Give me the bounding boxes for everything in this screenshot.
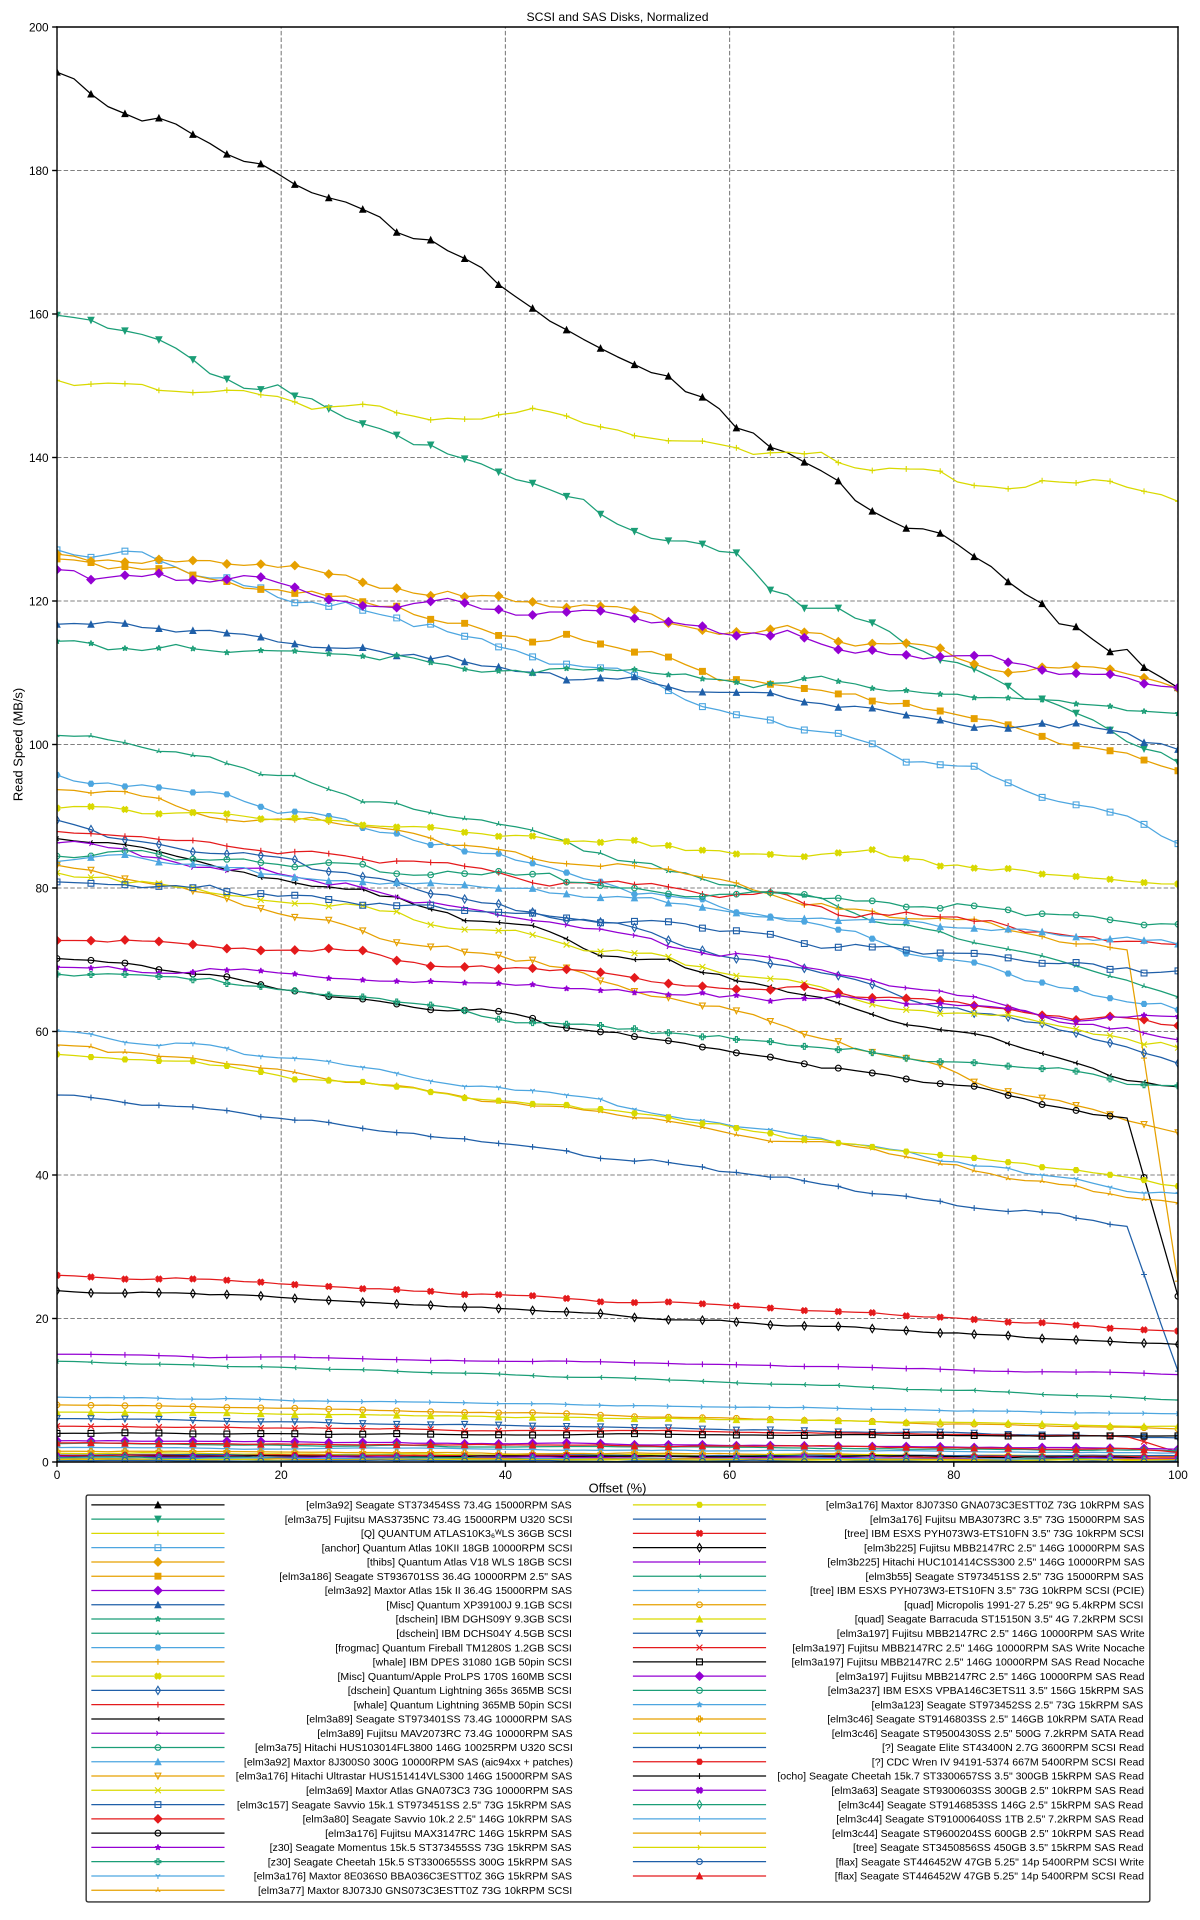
svg-text:40: 40	[499, 1468, 513, 1482]
svg-text:[elm3a197] Fujitsu MBB2147RC 2: [elm3a197] Fujitsu MBB2147RC 2.5" 146G 1…	[792, 1642, 1144, 1654]
svg-text:[elm3a176] Fujitsu MBA3073RC 3: [elm3a176] Fujitsu MBA3073RC 3.5" 73G 15…	[870, 1514, 1145, 1526]
svg-text:0: 0	[54, 1468, 61, 1482]
svg-text:[elm3c44] Seagate ST91000640SS: [elm3c44] Seagate ST91000640SS 1TB 2.5" …	[836, 1814, 1144, 1826]
svg-text:200: 200	[29, 20, 49, 34]
svg-text:[ocho] Seagate Cheetah 15k.7 S: [ocho] Seagate Cheetah 15k.7 ST3300657SS…	[777, 1771, 1144, 1783]
svg-text:[whale] IBM DPES 31080 1GB 50p: [whale] IBM DPES 31080 1GB 50pin SCSI	[373, 1657, 572, 1669]
svg-text:[elm3a176] Hitachi Ultrastar H: [elm3a176] Hitachi Ultrastar HUS151414VL…	[236, 1771, 573, 1783]
svg-text:40: 40	[36, 1168, 50, 1182]
svg-text:20: 20	[36, 1312, 50, 1326]
svg-text:[elm3a197] Fujitsu MBB2147RC 2: [elm3a197] Fujitsu MBB2147RC 2.5" 146G 1…	[791, 1657, 1144, 1669]
svg-text:[elm3a63] Seagate ST9300603SS: [elm3a63] Seagate ST9300603SS 300GB 2.5"…	[831, 1785, 1144, 1797]
svg-text:[z30] Seagate Momentus 15k.5 S: [z30] Seagate Momentus 15k.5 ST373455SS …	[270, 1842, 572, 1854]
svg-text:[quad] Seagate Barracuda ST151: [quad] Seagate Barracuda ST15150N 3.5" 4…	[855, 1614, 1144, 1626]
svg-text:[elm3b55] Seagate ST973451SS 2: [elm3b55] Seagate ST973451SS 2.5" 73G 15…	[866, 1571, 1144, 1583]
svg-text:[tree] Seagate ST3450856SS 450: [tree] Seagate ST3450856SS 450GB 3.5" 15…	[853, 1842, 1144, 1854]
svg-text:[whale] Quantum Lightning 365M: [whale] Quantum Lightning 365MB 50pin SC…	[354, 1699, 572, 1711]
svg-text:[dschein] IBM DCHS04Y 4.5GB SC: [dschein] IBM DCHS04Y 4.5GB SCSI	[396, 1628, 572, 1640]
svg-text:[elm3c44] Seagate ST9600204SS: [elm3c44] Seagate ST9600204SS 600GB 2.5"…	[832, 1828, 1144, 1840]
svg-text:[dschein] IBM DGHS09Y 9.3GB SC: [dschein] IBM DGHS09Y 9.3GB SCSI	[396, 1614, 572, 1626]
svg-text:[elm3a92] Seagate ST373454SS 7: [elm3a92] Seagate ST373454SS 73.4G 15000…	[306, 1500, 572, 1512]
svg-text:[elm3a80] Seagate Savvio 10k.2: [elm3a80] Seagate Savvio 10k.2 2.5" 146G…	[303, 1814, 572, 1826]
svg-text:[tree] IBM ESXS PYH073W3-ETS10: [tree] IBM ESXS PYH073W3-ETS10FN 3.5" 73…	[844, 1528, 1144, 1540]
svg-text:80: 80	[947, 1468, 961, 1482]
svg-text:[elm3a237] IBM ESXS VPBA146C3E: [elm3a237] IBM ESXS VPBA146C3ETS11 3.5" …	[828, 1685, 1144, 1697]
svg-text:[elm3a176] Fujitsu MAX3147RC 1: [elm3a176] Fujitsu MAX3147RC 146G 15kRPM…	[325, 1828, 572, 1840]
svg-text:[elm3a75] Fujitsu MAS3735NC 73: [elm3a75] Fujitsu MAS3735NC 73.4G 15000R…	[285, 1514, 573, 1526]
svg-text:[elm3c157] Seagate Savvio 15k.: [elm3c157] Seagate Savvio 15k.1 ST973451…	[237, 1799, 571, 1811]
svg-text:[elm3b225] Fujitsu MBB2147RC 2: [elm3b225] Fujitsu MBB2147RC 2.5" 146G 1…	[864, 1542, 1144, 1554]
svg-text:100: 100	[29, 738, 49, 752]
svg-text:160: 160	[29, 307, 49, 321]
svg-text:[z30] Seagate Cheetah 15k.5 ST: [z30] Seagate Cheetah 15k.5 ST3300655SS …	[268, 1856, 572, 1868]
svg-text:[flax] Seagate ST446452W 47GB: [flax] Seagate ST446452W 47GB 5.25" 14p …	[835, 1871, 1144, 1883]
svg-text:[elm3a89] Fujitsu MAV2073RC 73: [elm3a89] Fujitsu MAV2073RC 73.4G 10000R…	[317, 1728, 572, 1740]
svg-text:[tree] IBM ESXS PYH073W3-ETS10: [tree] IBM ESXS PYH073W3-ETS10FN 3.5" 73…	[810, 1585, 1144, 1597]
svg-text:[elm3a69] Maxtor Atlas GNA073C: [elm3a69] Maxtor Atlas GNA073C3 73G 1000…	[306, 1785, 573, 1797]
svg-text:[frogmac] Quantum Fireball TM1: [frogmac] Quantum Fireball TM1280S 1.2GB…	[335, 1642, 572, 1654]
svg-text:[elm3b225] Hitachi HUC101414CS: [elm3b225] Hitachi HUC101414CSS300 2.5" …	[827, 1557, 1144, 1569]
svg-text:[elm3a89] Seagate ST973401SS 7: [elm3a89] Seagate ST973401SS 73.4G 10000…	[306, 1714, 572, 1726]
svg-text:[Misc] Quantum/Apple ProLPS 17: [Misc] Quantum/Apple ProLPS 170S 160MB S…	[337, 1671, 572, 1683]
svg-text:SCSI and SAS Disks, Normalized: SCSI and SAS Disks, Normalized	[527, 10, 709, 24]
svg-text:[Misc] Quantum XP39100J 9.1GB: [Misc] Quantum XP39100J 9.1GB SCSI	[386, 1599, 572, 1611]
svg-text:0: 0	[42, 1455, 49, 1469]
svg-text:20: 20	[275, 1468, 289, 1482]
svg-text:[elm3a75] Hitachi HUS103014FL3: [elm3a75] Hitachi HUS103014FL3800 146G 1…	[255, 1742, 573, 1754]
svg-text:[Q] QUANTUM ATLAS10K3₆ᵂLS 36GB: [Q] QUANTUM ATLAS10K3₆ᵂLS 36GB SCSI	[361, 1528, 572, 1540]
svg-text:[elm3a197] Fujitsu MBB2147RC 2: [elm3a197] Fujitsu MBB2147RC 2.5" 146G 1…	[837, 1628, 1145, 1640]
svg-text:[elm3a123] Seagate ST973452SS: [elm3a123] Seagate ST973452SS 2.5" 73G 1…	[872, 1699, 1144, 1711]
svg-text:[elm3a77] Maxtor 8J073J0 GNS07: [elm3a77] Maxtor 8J073J0 GNS073C3ESTT0Z …	[258, 1885, 572, 1897]
svg-text:[quad] Micropolis 1991-27 5.25: [quad] Micropolis 1991-27 5.25" 9G 5.4kR…	[904, 1599, 1143, 1611]
svg-text:Offset (%): Offset (%)	[589, 1481, 647, 1496]
svg-text:[elm3c46] Seagate ST9500430SS: [elm3c46] Seagate ST9500430SS 2.5" 500G …	[832, 1728, 1144, 1740]
svg-text:[thibs] Quantum Atlas V18 WLS: [thibs] Quantum Atlas V18 WLS 18GB SCSI	[367, 1557, 572, 1569]
svg-text:[elm3a176] Maxtor 8J073S0 GNA0: [elm3a176] Maxtor 8J073S0 GNA073C3ESTT0Z…	[826, 1500, 1144, 1512]
svg-text:60: 60	[723, 1468, 737, 1482]
svg-text:[elm3a92] Maxtor Atlas 15k II: [elm3a92] Maxtor Atlas 15k II 36.4G 1500…	[325, 1585, 572, 1597]
svg-text:[elm3c44] Seagate ST9146853SS: [elm3c44] Seagate ST9146853SS 146G 2.5" …	[838, 1799, 1143, 1811]
svg-text:Read Speed (MB/s): Read Speed (MB/s)	[10, 688, 25, 801]
svg-text:[elm3a197] Fujitsu MBB2147RC 2: [elm3a197] Fujitsu MBB2147RC 2.5" 146G 1…	[836, 1671, 1145, 1683]
svg-text:[anchor] Quantum Atlas 10KII 1: [anchor] Quantum Atlas 10KII 18GB 10000R…	[322, 1542, 573, 1554]
svg-text:180: 180	[29, 164, 49, 178]
svg-text:[?] CDC Wren IV 94191-5374 667: [?] CDC Wren IV 94191-5374 667M 5400RPM …	[872, 1756, 1145, 1768]
svg-text:[elm3a176] Maxtor 8E036S0 BBA0: [elm3a176] Maxtor 8E036S0 BBA036C3ESTT0Z…	[254, 1871, 572, 1883]
svg-text:[?] Seagate Elite ST43400N 2.7: [?] Seagate Elite ST43400N 2.7G 3600RPM …	[882, 1742, 1144, 1754]
svg-text:100: 100	[1168, 1468, 1188, 1482]
svg-text:[elm3c46] Seagate ST9146803SS: [elm3c46] Seagate ST9146803SS 2.5" 146GB…	[827, 1714, 1144, 1726]
svg-text:[elm3a92] Maxtor 8J300S0 300G: [elm3a92] Maxtor 8J300S0 300G 10000RPM S…	[244, 1756, 573, 1768]
svg-text:80: 80	[36, 881, 50, 895]
svg-text:[flax] Seagate ST446452W 47GB: [flax] Seagate ST446452W 47GB 5.25" 14p …	[836, 1856, 1145, 1868]
svg-text:140: 140	[29, 451, 49, 465]
svg-text:[elm3a186] Seagate ST936701SS: [elm3a186] Seagate ST936701SS 36.4G 1000…	[279, 1571, 572, 1583]
svg-text:120: 120	[29, 594, 49, 608]
svg-text:[dschein] Quantum Lightning 36: [dschein] Quantum Lightning 365s 365MB S…	[348, 1685, 572, 1697]
svg-text:60: 60	[36, 1025, 50, 1039]
